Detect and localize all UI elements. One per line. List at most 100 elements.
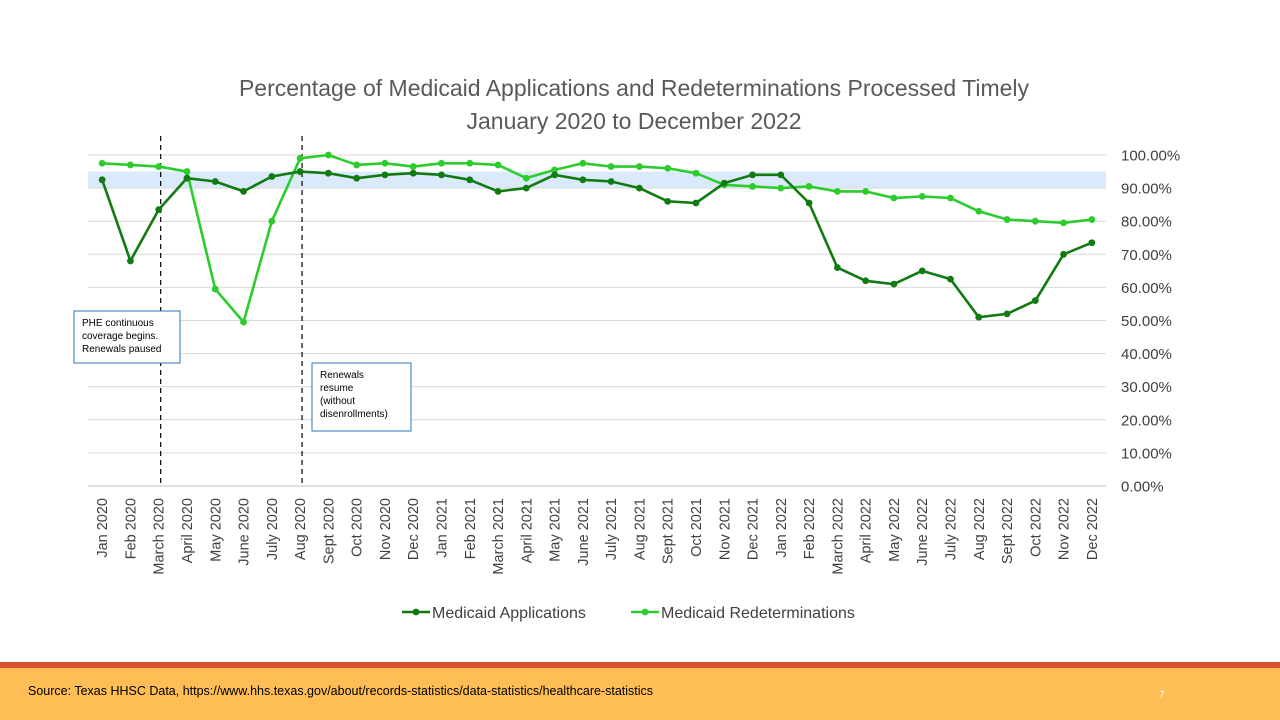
data-point xyxy=(1088,216,1096,223)
data-point xyxy=(551,171,558,179)
legend-item: Medicaid Redeterminations xyxy=(631,605,855,622)
chart-title: Percentage of Medicaid Applications and … xyxy=(239,75,1030,134)
x-tick-label: Feb 2021 xyxy=(463,498,479,559)
annotation-text: Renewals paused xyxy=(82,344,162,355)
data-point xyxy=(749,171,756,179)
x-tick-label: July 2020 xyxy=(265,498,281,560)
x-tick-label: Sept 2022 xyxy=(1000,498,1016,564)
data-point xyxy=(862,188,870,195)
y-tick-label: 90.00% xyxy=(1121,181,1172,198)
x-axis-ticks: Jan 2020 Feb 2020 March 2020 April 2020 May … xyxy=(95,498,1101,575)
footer-bar: Source: Texas HHSC Data, https://www.hhs… xyxy=(0,668,1280,720)
data-point xyxy=(466,176,474,184)
legend-label: Medicaid Redeterminations xyxy=(661,605,855,622)
data-point xyxy=(1060,219,1067,227)
chart-title-line: Percentage of Medicaid Applications and … xyxy=(239,75,1030,101)
data-point xyxy=(296,154,304,162)
data-point xyxy=(522,174,530,182)
data-point xyxy=(918,192,926,200)
x-tick-label: Jan 2022 xyxy=(774,498,790,558)
data-point xyxy=(268,217,276,225)
data-point xyxy=(409,169,417,177)
legend-item: Medicaid Applications xyxy=(402,605,586,622)
x-tick-label: March 2022 xyxy=(830,498,846,575)
data-point xyxy=(777,184,785,192)
data-point xyxy=(98,176,106,184)
data-point xyxy=(494,188,502,195)
x-tick-label: Aug 2022 xyxy=(972,498,988,560)
footer-accent-band xyxy=(0,662,1280,669)
x-tick-label: Feb 2020 xyxy=(123,498,139,559)
data-point xyxy=(240,188,247,195)
data-point xyxy=(918,267,926,275)
x-tick-label: Oct 2021 xyxy=(689,498,705,557)
page-number: 7 xyxy=(1159,690,1165,701)
data-point xyxy=(522,184,530,192)
data-point xyxy=(155,206,163,214)
data-point xyxy=(636,184,643,192)
data-point xyxy=(296,168,304,175)
x-tick-label: Feb 2022 xyxy=(802,498,818,559)
data-point xyxy=(1031,297,1039,305)
annotation-text: resume xyxy=(320,383,354,394)
y-tick-label: 70.00% xyxy=(1121,247,1172,264)
data-point xyxy=(409,163,417,170)
data-point xyxy=(890,280,898,288)
series xyxy=(98,151,1096,326)
data-point xyxy=(947,194,954,202)
x-tick-label: Jan 2020 xyxy=(95,498,111,558)
x-tick-label: June 2021 xyxy=(576,498,592,566)
data-point xyxy=(1060,250,1067,258)
data-point xyxy=(975,207,983,215)
x-tick-label: July 2022 xyxy=(943,498,959,560)
legend: Medicaid Applications Medicaid Redetermin… xyxy=(402,605,855,622)
x-tick-label: Dec 2021 xyxy=(746,498,762,560)
annotation-text: (without xyxy=(320,396,355,407)
data-point xyxy=(1031,217,1039,225)
data-point xyxy=(890,194,898,202)
data-point xyxy=(1003,310,1011,318)
data-point xyxy=(579,176,587,184)
data-point xyxy=(636,163,643,170)
data-point xyxy=(1003,216,1011,223)
source-text: Source: Texas HHSC Data, https://www.hhs… xyxy=(28,684,654,698)
series-medicaid-applications xyxy=(98,168,1096,321)
x-tick-label: Aug 2020 xyxy=(293,498,309,560)
data-point xyxy=(211,178,219,185)
x-tick-label: Nov 2020 xyxy=(378,498,394,560)
annotation-text: PHE continuous xyxy=(82,318,154,329)
x-tick-label: May 2020 xyxy=(208,498,224,562)
legend-swatch-marker xyxy=(412,608,420,616)
data-point xyxy=(353,174,361,182)
data-point xyxy=(353,161,361,169)
series-line xyxy=(102,153,1093,324)
x-tick-label: June 2022 xyxy=(915,498,931,566)
data-point xyxy=(664,164,672,172)
annotation-box xyxy=(311,362,412,432)
y-tick-label: 50.00% xyxy=(1121,313,1172,330)
series-medicaid-redeterminations xyxy=(98,151,1096,326)
legend-label: Medicaid Applications xyxy=(432,605,586,622)
x-tick-label: June 2020 xyxy=(237,498,253,566)
series-line xyxy=(100,170,1093,319)
data-point xyxy=(438,171,445,179)
x-tick-label: May 2022 xyxy=(887,498,903,562)
x-tick-label: Nov 2021 xyxy=(717,498,733,560)
data-point xyxy=(551,166,558,174)
data-point xyxy=(466,159,474,167)
data-point xyxy=(607,178,615,185)
y-tick-label: 60.00% xyxy=(1121,280,1172,297)
data-point xyxy=(240,318,247,326)
line-chart: Percentage of Medicaid Applications and … xyxy=(73,75,1180,622)
chart-title-line: January 2020 to December 2022 xyxy=(467,108,802,134)
data-point xyxy=(438,159,445,167)
y-tick-label: 10.00% xyxy=(1121,445,1172,462)
y-tick-label: 20.00% xyxy=(1121,412,1172,429)
data-point xyxy=(692,169,700,177)
x-tick-label: Oct 2022 xyxy=(1028,498,1044,557)
data-point xyxy=(664,197,672,205)
annotation-box xyxy=(73,310,181,364)
data-point xyxy=(183,168,191,175)
data-point xyxy=(777,171,785,179)
